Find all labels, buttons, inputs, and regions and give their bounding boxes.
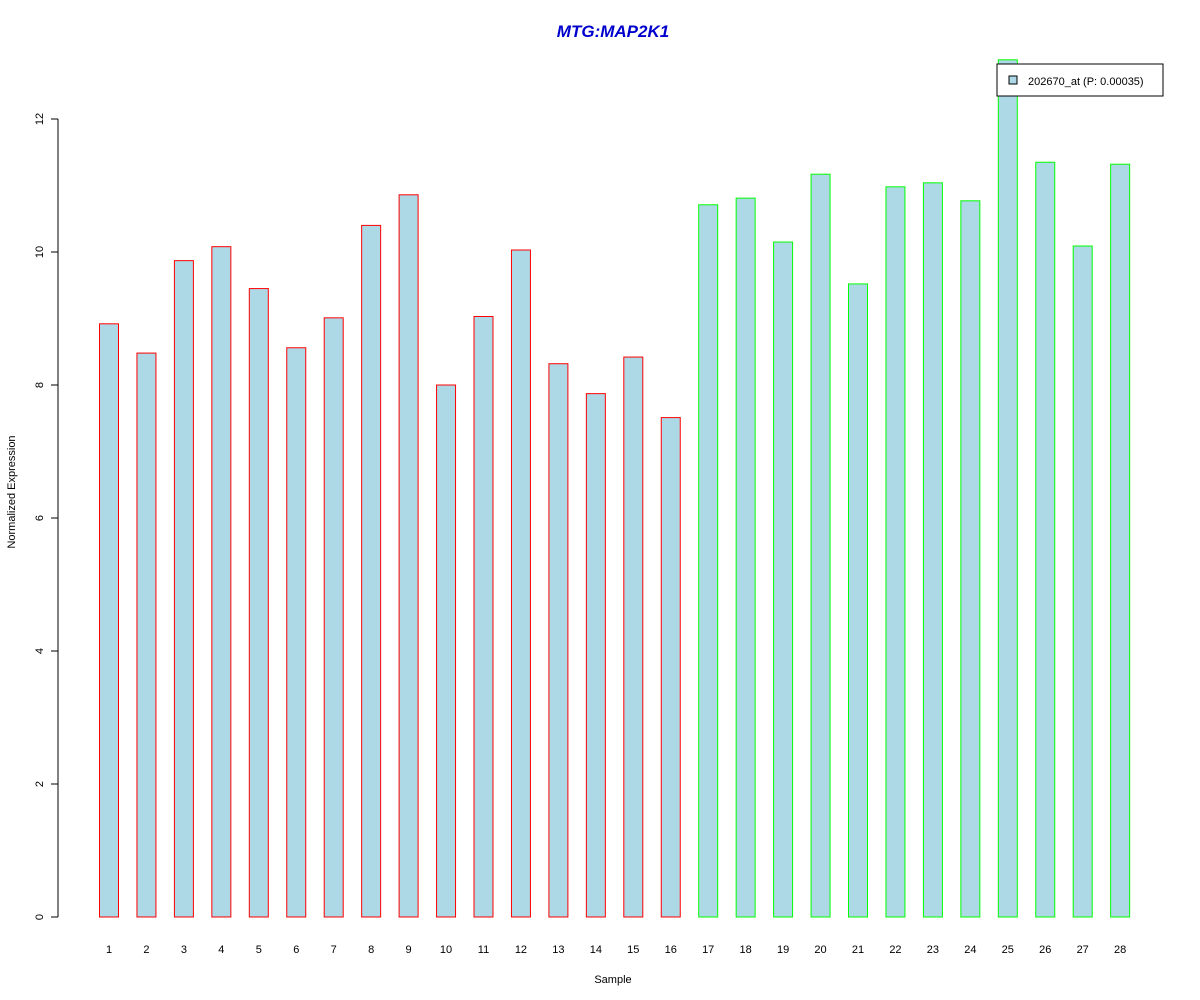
y-tick-label: 2	[34, 781, 46, 787]
y-tick-label: 12	[34, 113, 46, 125]
x-tick-label: 13	[552, 944, 564, 956]
bar-sample-16	[660, 417, 681, 918]
bar-sample-18	[735, 197, 756, 918]
bar-sample-25	[997, 59, 1018, 918]
bar-sample-20	[810, 173, 831, 918]
bars-group	[99, 59, 1131, 918]
x-tick-label: 2	[143, 944, 149, 956]
legend-swatch	[1008, 75, 1018, 85]
bar-sample-22	[885, 186, 906, 918]
x-tick-label: 20	[814, 944, 826, 956]
legend: 202670_at (P: 0.00035)	[996, 63, 1164, 97]
x-tick-label: 10	[440, 944, 452, 956]
x-tick-label: 25	[1002, 944, 1014, 956]
x-tick-label: 26	[1039, 944, 1051, 956]
bar-sample-2	[136, 352, 157, 918]
x-tick-label: 3	[181, 944, 187, 956]
bar-sample-1	[99, 323, 119, 918]
bar-sample-17	[698, 204, 719, 918]
x-tick-label: 7	[331, 944, 337, 956]
x-tick-label: 5	[256, 944, 262, 956]
x-tick-label: 16	[665, 944, 677, 956]
x-tick-label: 4	[218, 944, 224, 956]
bar-sample-11	[473, 316, 494, 918]
bar-sample-27	[1072, 245, 1093, 918]
bar-sample-24	[960, 200, 981, 918]
bar-sample-12	[510, 249, 531, 918]
x-tick-label: 28	[1114, 944, 1126, 956]
x-tick-label: 27	[1077, 944, 1089, 956]
y-axis: 0 2 4 6 8 10 12	[34, 113, 59, 920]
x-tick-label: 9	[406, 944, 412, 956]
bar-sample-9	[398, 194, 419, 918]
chart-title: MTG:MAP2K1	[557, 22, 669, 41]
y-tick-label: 4	[34, 648, 46, 654]
x-tick-label: 17	[702, 944, 714, 956]
x-tick-label: 1	[106, 944, 112, 956]
bar-sample-23	[922, 182, 943, 918]
bar-sample-26	[1035, 161, 1056, 918]
x-axis-label: Sample	[594, 974, 631, 986]
x-tick-label: 18	[740, 944, 752, 956]
x-tick-label: 24	[964, 944, 976, 956]
y-tick-label: 6	[34, 515, 46, 521]
bar-sample-19	[773, 241, 794, 918]
bar-sample-21	[848, 283, 868, 918]
x-tick-label: 19	[777, 944, 789, 956]
legend-label: 202670_at (P: 0.00035)	[1028, 76, 1144, 88]
y-tick-label: 0	[34, 914, 46, 920]
x-tick-label: 15	[627, 944, 639, 956]
legend-box	[996, 63, 1164, 97]
bar-sample-7	[323, 317, 344, 918]
x-tick-label: 8	[368, 944, 374, 956]
x-tick-label: 22	[889, 944, 901, 956]
bar-sample-8	[361, 224, 382, 918]
bar-sample-4	[211, 246, 232, 918]
bar-sample-3	[173, 260, 194, 918]
bar-sample-6	[286, 347, 307, 918]
x-tick-label: 6	[293, 944, 299, 956]
y-tick-label: 10	[34, 246, 46, 258]
x-tick-labels: 1 2 3 4 5 6 7 8 9 10 11 12 13 14 15 16 17 18 19 20 21 22 23 24 2…	[106, 944, 1126, 956]
bar-sample-10	[436, 384, 457, 918]
bar-sample-15	[623, 356, 644, 918]
x-tick-label: 12	[515, 944, 527, 956]
x-tick-label: 11	[478, 944, 489, 956]
bar-sample-14	[585, 393, 606, 918]
bar-sample-28	[1110, 163, 1131, 918]
bar-sample-5	[248, 288, 269, 918]
bar-sample-13	[548, 363, 569, 918]
x-tick-label: 23	[927, 944, 939, 956]
x-tick-label: 14	[590, 944, 602, 956]
y-axis-label: Normalized Expression	[6, 435, 18, 548]
y-tick-label: 8	[34, 382, 46, 388]
x-tick-label: 21	[852, 944, 864, 956]
